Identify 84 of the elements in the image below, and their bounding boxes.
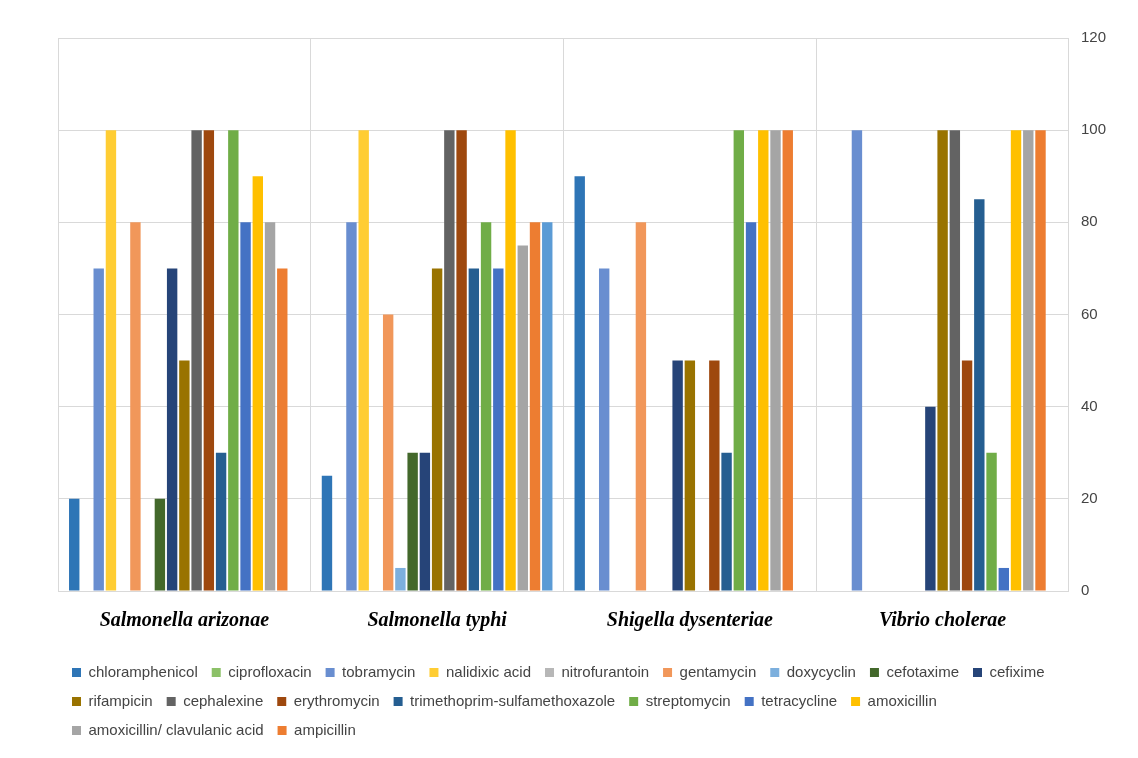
bar bbox=[937, 130, 948, 591]
bar bbox=[684, 360, 696, 591]
bar bbox=[517, 245, 528, 591]
bar bbox=[407, 452, 418, 591]
bar bbox=[542, 222, 553, 591]
legend-label: ampicillin bbox=[294, 720, 356, 738]
y-tick-label: 60 bbox=[1080, 304, 1098, 322]
bar bbox=[758, 130, 769, 591]
bar bbox=[346, 222, 357, 591]
y-tick-label: 100 bbox=[1080, 120, 1106, 138]
y-tick-label: 40 bbox=[1080, 396, 1098, 414]
legend-label: nitrofurantoin bbox=[561, 662, 650, 680]
bar bbox=[468, 268, 480, 591]
bar bbox=[529, 222, 541, 591]
bar bbox=[130, 222, 141, 591]
bar bbox=[154, 498, 166, 591]
bar bbox=[431, 268, 443, 591]
bar bbox=[228, 130, 239, 591]
bar bbox=[358, 130, 369, 591]
x-tick-label: Vibrio cholerae bbox=[878, 608, 1007, 631]
bar bbox=[1023, 130, 1034, 591]
bar bbox=[574, 176, 585, 591]
legend-label: gentamycin bbox=[679, 662, 757, 680]
bar bbox=[191, 130, 202, 591]
bar bbox=[277, 268, 288, 591]
bar bbox=[1035, 130, 1046, 591]
bar bbox=[419, 452, 431, 591]
legend-label: streptomycin bbox=[645, 691, 731, 709]
y-tick-label: 80 bbox=[1080, 212, 1098, 230]
bar bbox=[635, 222, 647, 591]
bar bbox=[252, 176, 263, 591]
legend-label: doxycyclin bbox=[786, 662, 856, 680]
legend-label: tetracycline bbox=[761, 691, 838, 709]
bar bbox=[321, 475, 333, 591]
bar bbox=[851, 130, 863, 591]
bar bbox=[105, 130, 117, 591]
legend-label: rifampicin bbox=[88, 691, 153, 709]
bar bbox=[215, 452, 227, 591]
bar bbox=[505, 130, 516, 591]
legend-label: tobramycin bbox=[342, 662, 416, 680]
bar bbox=[672, 360, 683, 591]
y-tick-label: 120 bbox=[1080, 28, 1106, 46]
x-tick-label: Salmonella typhi bbox=[367, 608, 508, 632]
legend-label: ciprofloxacin bbox=[228, 662, 312, 680]
bar bbox=[721, 452, 732, 591]
bar bbox=[240, 222, 251, 591]
bar bbox=[93, 268, 104, 591]
bar bbox=[493, 268, 504, 591]
y-tick-label: 20 bbox=[1080, 488, 1098, 506]
legend-label: trimethoprim-sulfamethoxazole bbox=[410, 691, 616, 709]
legend-label: nalidixic acid bbox=[445, 662, 531, 680]
bar bbox=[949, 130, 961, 591]
bar bbox=[770, 130, 781, 591]
bar bbox=[598, 268, 610, 591]
legend-label: chloramphenicol bbox=[88, 662, 198, 680]
bar bbox=[745, 222, 757, 591]
x-tick-label: Shigella dysenteriae bbox=[606, 608, 774, 632]
bar bbox=[203, 130, 215, 591]
bar bbox=[69, 498, 80, 591]
bar bbox=[1010, 130, 1022, 591]
bar bbox=[998, 567, 1009, 591]
bar bbox=[480, 222, 492, 591]
bar bbox=[179, 360, 190, 591]
bar bbox=[986, 452, 997, 591]
bar bbox=[395, 567, 406, 591]
legend-label: cefixime bbox=[989, 662, 1045, 680]
legend-label: cephalexine bbox=[183, 691, 264, 709]
bar bbox=[733, 130, 745, 591]
bar bbox=[456, 130, 467, 591]
legend-label: erythromycin bbox=[293, 691, 380, 709]
bar bbox=[925, 406, 936, 591]
bar bbox=[264, 222, 276, 591]
bar bbox=[782, 130, 793, 591]
bar bbox=[382, 314, 394, 591]
legend-label: amoxicillin bbox=[867, 691, 937, 709]
x-tick-label: Salmonella arizonae bbox=[99, 608, 270, 631]
bar bbox=[166, 268, 178, 591]
y-tick-label: 0 bbox=[1080, 581, 1090, 599]
bar bbox=[961, 360, 973, 591]
bar bbox=[444, 130, 455, 591]
legend-label: cefotaxime bbox=[886, 662, 959, 680]
bar bbox=[974, 199, 985, 591]
legend-label: amoxicillin/ clavulanic acid bbox=[88, 720, 264, 738]
bar bbox=[709, 360, 720, 591]
